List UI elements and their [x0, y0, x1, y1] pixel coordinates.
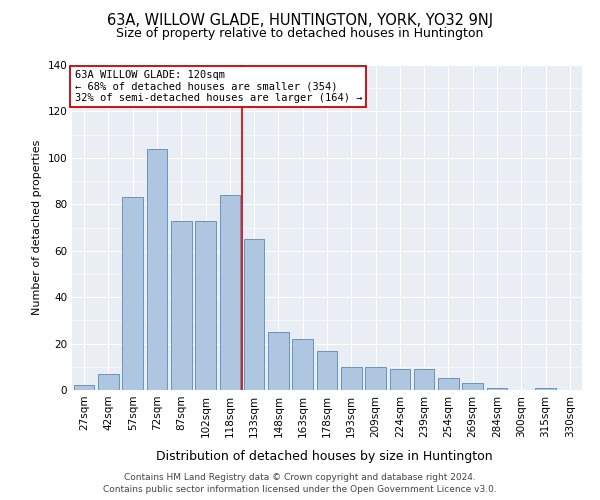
Text: Size of property relative to detached houses in Huntington: Size of property relative to detached ho…: [116, 28, 484, 40]
Bar: [220, 195, 240, 390]
Text: Contains public sector information licensed under the Open Government Licence v3: Contains public sector information licen…: [103, 485, 497, 494]
Bar: [487, 388, 508, 390]
Bar: [268, 332, 289, 390]
Bar: [317, 350, 337, 390]
Bar: [74, 386, 94, 390]
Bar: [244, 239, 265, 390]
Bar: [171, 220, 191, 390]
Text: 63A, WILLOW GLADE, HUNTINGTON, YORK, YO32 9NJ: 63A, WILLOW GLADE, HUNTINGTON, YORK, YO3…: [107, 12, 493, 28]
Y-axis label: Number of detached properties: Number of detached properties: [32, 140, 42, 315]
Bar: [98, 374, 119, 390]
Bar: [389, 369, 410, 390]
Bar: [341, 367, 362, 390]
Bar: [365, 367, 386, 390]
Text: Contains HM Land Registry data © Crown copyright and database right 2024.: Contains HM Land Registry data © Crown c…: [124, 472, 476, 482]
Bar: [463, 383, 483, 390]
Bar: [438, 378, 459, 390]
Bar: [292, 339, 313, 390]
Bar: [195, 220, 216, 390]
Bar: [414, 369, 434, 390]
Text: Distribution of detached houses by size in Huntington: Distribution of detached houses by size …: [155, 450, 493, 463]
Text: 63A WILLOW GLADE: 120sqm
← 68% of detached houses are smaller (354)
32% of semi-: 63A WILLOW GLADE: 120sqm ← 68% of detach…: [74, 70, 362, 103]
Bar: [146, 148, 167, 390]
Bar: [122, 198, 143, 390]
Bar: [535, 388, 556, 390]
